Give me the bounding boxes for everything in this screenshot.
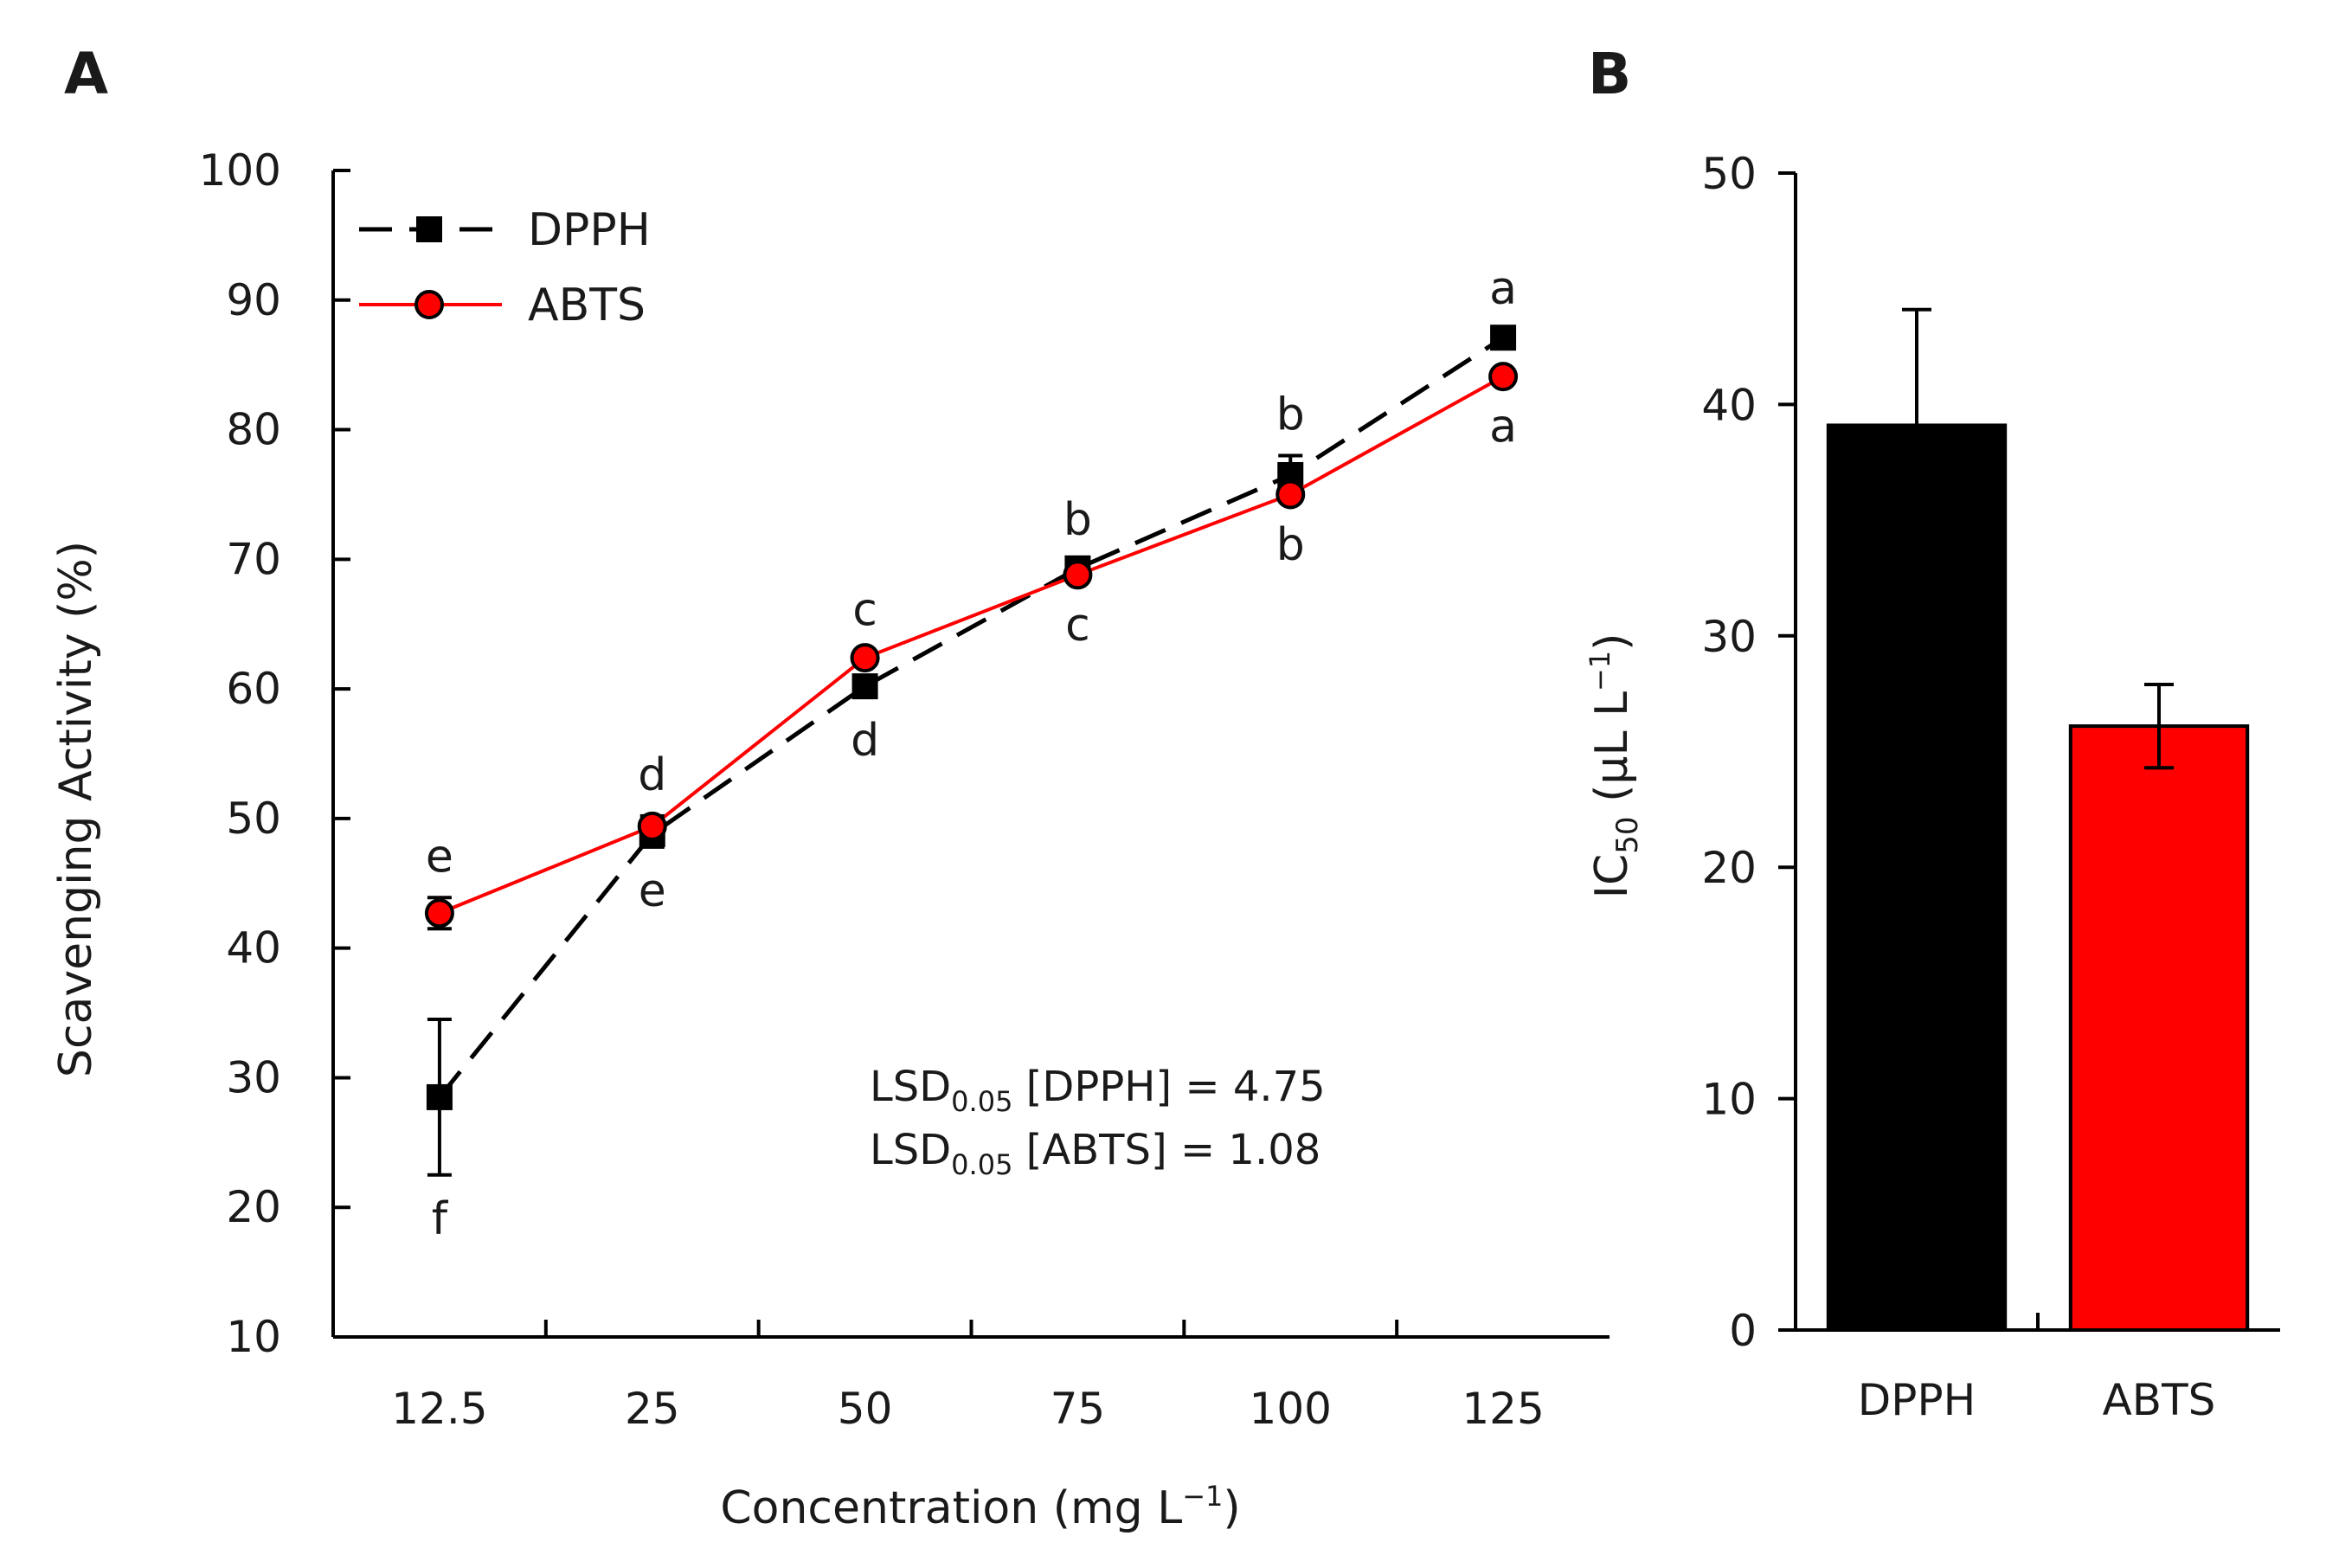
panel-b-y-tick-labels: 0 10 20 30 40 50 bbox=[1701, 149, 1757, 1356]
panel-b-x-tick-label: DPPH bbox=[1858, 1375, 1976, 1425]
series-abts-point bbox=[1488, 362, 1519, 392]
bar-abts bbox=[2068, 724, 2250, 1332]
panel-a-series bbox=[424, 325, 1519, 1177]
x-axis-title-main: Concentration (mg L bbox=[720, 1482, 1182, 1534]
panel-b-y-tick-label: 20 bbox=[1701, 843, 1757, 893]
legend-abts-circle-marker bbox=[414, 290, 444, 319]
letter-abts: e bbox=[426, 831, 453, 883]
letter-dpph: b bbox=[1276, 389, 1305, 441]
series-dpph-point bbox=[851, 673, 878, 700]
panel-a-x-tick-labels: 12.5 25 50 75 100 125 bbox=[391, 1384, 1545, 1434]
legend-dpph-label: DPPH bbox=[528, 204, 651, 256]
ic50-subscript: 50 bbox=[1610, 816, 1645, 853]
lsd-dpph-prefix: LSD bbox=[870, 1063, 951, 1111]
panel-a-y-axis-title: Scavenging Activity (%) bbox=[50, 541, 102, 1077]
letter-abts: a bbox=[1489, 402, 1517, 453]
ic50-unit: (μL L bbox=[1586, 691, 1638, 816]
panel-b-y-tick-label: 10 bbox=[1701, 1075, 1757, 1125]
letter-abts: b bbox=[1276, 519, 1305, 571]
ic50-unit-end: ) bbox=[1586, 633, 1638, 651]
series-abts-line bbox=[439, 375, 1505, 916]
panel-a-y-tick-label: 90 bbox=[226, 275, 281, 325]
panel-a-y-tick-label: 30 bbox=[226, 1052, 281, 1102]
legend: DPPH ABTS bbox=[359, 204, 651, 331]
series-dpph-point bbox=[426, 1083, 453, 1110]
letter-dpph: a bbox=[1489, 263, 1517, 315]
x-axis-title-end: ) bbox=[1223, 1482, 1240, 1534]
panel-a-x-tick-label: 100 bbox=[1250, 1384, 1332, 1434]
panel-a-x-tick-label: 125 bbox=[1462, 1384, 1544, 1434]
letter-dpph: f bbox=[432, 1193, 449, 1245]
lsd-dpph: LSD0.05 [DPPH] = 4.75 bbox=[870, 1063, 1326, 1118]
series-abts-point bbox=[1063, 560, 1093, 590]
lsd-abts: LSD0.05 [ABTS] = 1.08 bbox=[870, 1126, 1320, 1181]
panel-b-y-tick-label: 50 bbox=[1701, 149, 1757, 199]
panel-b-label: B bbox=[1588, 41, 1631, 107]
panel-a-x-axis-title: Concentration (mg L−1) bbox=[720, 1480, 1240, 1534]
letter-dpph: e bbox=[639, 865, 666, 917]
letter-dpph: b bbox=[1063, 494, 1092, 546]
series-dpph bbox=[426, 325, 1517, 1177]
letter-abts: d bbox=[638, 749, 666, 801]
panel-a-y-tick-label: 60 bbox=[226, 664, 281, 714]
series-abts-point bbox=[424, 898, 454, 929]
panel-a-y-tick-label: 10 bbox=[226, 1312, 281, 1362]
ic50-unit-superscript: −1 bbox=[1584, 651, 1616, 691]
series-dpph-point bbox=[1490, 325, 1517, 351]
panel-b-y-axis-title: IC50 (μL L−1) bbox=[1584, 633, 1645, 899]
letter-abts: c bbox=[852, 585, 877, 637]
panel-a-y-tick-label: 40 bbox=[226, 923, 281, 974]
panel-a-x-tick-label: 25 bbox=[625, 1384, 680, 1434]
panel-a-x-tick-label: 75 bbox=[1051, 1384, 1106, 1434]
legend-dpph-square-marker bbox=[416, 216, 442, 242]
series-abts-point bbox=[850, 643, 880, 673]
bar-group-dpph bbox=[1826, 307, 2008, 1333]
panel-a-y-tick-label: 70 bbox=[226, 534, 281, 584]
panel-a-y-tick-labels: 10 20 30 40 50 60 70 80 90 100 bbox=[199, 145, 281, 1362]
bar-dpph bbox=[1826, 423, 2008, 1333]
legend-abts-label: ABTS bbox=[528, 280, 646, 331]
panel-b-x-tick-label: ABTS bbox=[2103, 1375, 2216, 1425]
letter-abts: c bbox=[1065, 600, 1090, 652]
bar-group-abts bbox=[2068, 682, 2250, 1332]
panel-a-y-tick-label: 80 bbox=[226, 405, 281, 455]
lsd-abts-prefix: LSD bbox=[870, 1126, 951, 1174]
lsd-dpph-text: [DPPH] = 4.75 bbox=[1012, 1063, 1325, 1111]
legend-item-dpph: DPPH bbox=[359, 204, 651, 256]
lsd-abts-subscript: 0.05 bbox=[951, 1148, 1012, 1181]
lsd-annotation: LSD0.05 [DPPH] = 4.75 LSD0.05 [ABTS] = 1… bbox=[870, 1063, 1326, 1181]
ic50-prefix: IC bbox=[1586, 854, 1638, 899]
lsd-abts-text: [ABTS] = 1.08 bbox=[1012, 1126, 1320, 1174]
panel-a-label: A bbox=[64, 41, 108, 107]
x-axis-title-superscript: −1 bbox=[1182, 1480, 1223, 1513]
series-abts bbox=[424, 362, 1519, 931]
letter-dpph: d bbox=[851, 715, 879, 767]
panel-a-y-tick-label: 20 bbox=[226, 1182, 281, 1232]
panel-a-y-tick-label: 50 bbox=[226, 794, 281, 844]
panel-a-significance-letters: f e d b b a e d c c b a bbox=[426, 263, 1517, 1245]
lsd-dpph-subscript: 0.05 bbox=[951, 1085, 1012, 1118]
panel-a-line-chart: A 10 20 30 40 50 60 70 80 90 100 12.5 25 50 75 100 125… bbox=[50, 41, 1610, 1534]
panel-b-bars bbox=[1826, 307, 2250, 1333]
panel-b-y-tick-label: 30 bbox=[1701, 612, 1757, 662]
series-dpph-line bbox=[437, 336, 1505, 1099]
panel-a-x-tick-label: 50 bbox=[838, 1384, 893, 1434]
panel-b-y-tick-label: 40 bbox=[1701, 380, 1757, 430]
panel-b-x-tick-labels: DPPH ABTS bbox=[1858, 1375, 2216, 1425]
panel-a-x-tick-label: 12.5 bbox=[391, 1384, 487, 1434]
panel-a-y-tick-label: 100 bbox=[199, 145, 281, 196]
series-abts-point bbox=[1275, 479, 1306, 510]
legend-item-abts: ABTS bbox=[359, 280, 646, 331]
panel-b-y-tick-label: 0 bbox=[1729, 1306, 1757, 1356]
panel-a-axes bbox=[331, 169, 1610, 1339]
series-abts-point bbox=[637, 811, 667, 841]
